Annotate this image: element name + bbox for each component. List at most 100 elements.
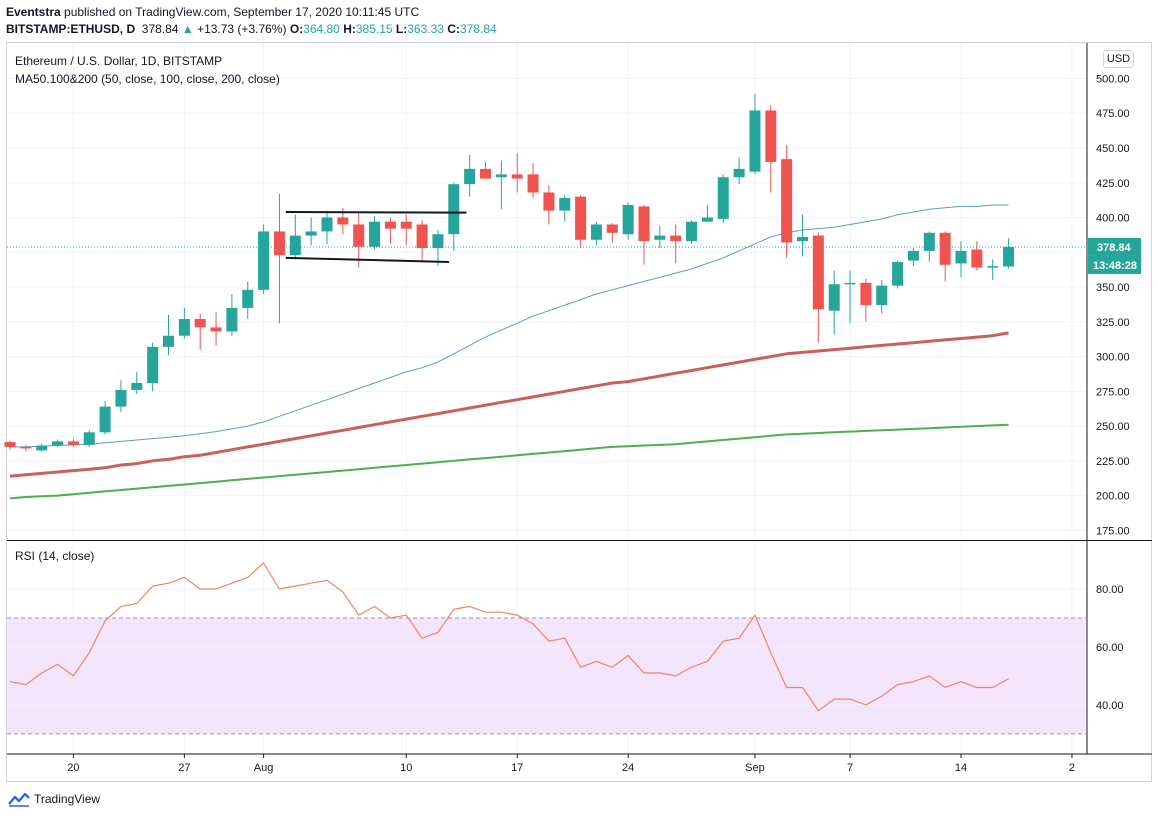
trendline-lower — [285, 256, 450, 264]
price-axis-label: 500.00 — [1096, 73, 1130, 85]
countdown-tag — [1088, 255, 1141, 274]
candle-body — [686, 221, 698, 242]
candle-body — [147, 346, 159, 383]
candle-body — [781, 159, 793, 243]
time-axis-label: 27 — [178, 762, 190, 774]
candle-body — [289, 235, 301, 256]
symbol-title[interactable]: Ethereum / U.S. Dollar, 1D, BITSTAMP — [15, 54, 223, 68]
ma50-line — [10, 204, 1009, 448]
time-axis-label: 20 — [67, 762, 79, 774]
low-value: 363.33 — [407, 22, 444, 36]
price-axis-label: 450.00 — [1096, 143, 1130, 155]
candle-body — [258, 231, 270, 290]
candle-body — [416, 224, 428, 249]
price-change: +13.73 (+3.76%) — [197, 22, 287, 36]
ma200-line — [9, 423, 1009, 500]
price-axis-label: 475.00 — [1096, 108, 1130, 120]
close-label: C: — [447, 22, 460, 36]
time-axis-label: Aug — [254, 762, 274, 774]
candle-body — [939, 232, 951, 265]
candle-body — [733, 168, 745, 178]
footer-brand[interactable]: TradingView — [7, 790, 100, 808]
footer-brand-label: TradingView — [34, 792, 101, 806]
chart-legend: Ethereum / U.S. Dollar, 1D, BITSTAMP MA5… — [15, 52, 280, 88]
candle-body — [20, 446, 32, 449]
high-value: 385.15 — [355, 22, 393, 36]
candle-body — [400, 221, 412, 229]
price-axis-label: 275.00 — [1096, 386, 1130, 398]
publisher-name[interactable]: Eventstra — [6, 5, 61, 19]
time-axis-label: Sep — [745, 762, 765, 774]
candle-body — [638, 206, 650, 242]
candle-body — [353, 224, 365, 247]
currency-button[interactable]: USD — [1103, 50, 1134, 68]
candle-body — [876, 285, 888, 306]
candle-body — [131, 382, 143, 390]
time-axis-label: 2 — [1069, 762, 1075, 774]
candle-body — [892, 262, 904, 286]
rsi-legend[interactable]: RSI (14, close) — [15, 549, 95, 563]
chart-frame — [6, 42, 1152, 782]
candle-body — [36, 445, 48, 451]
ma-legend[interactable]: MA50.100&200 (50, close, 100, close, 200… — [15, 72, 280, 86]
candle-body — [511, 174, 523, 179]
candle-body — [115, 389, 127, 407]
price-axis-label: 200.00 — [1096, 491, 1130, 503]
countdown-label: 13:48:28 — [1093, 260, 1137, 272]
candle-body — [242, 289, 254, 308]
candle-body — [860, 282, 872, 306]
time-axis-label: 7 — [847, 762, 853, 774]
price-tag — [1088, 237, 1141, 256]
open-value: 364.80 — [303, 22, 340, 36]
candle-body — [480, 168, 491, 179]
time-axis-label: 17 — [511, 762, 523, 774]
publish-header: Eventstra published on TradingView.com, … — [6, 4, 497, 38]
trendline-upper — [285, 210, 467, 214]
open-label: O: — [289, 22, 304, 36]
rsi-axis-label: 60.00 — [1096, 642, 1124, 654]
candle-body — [273, 231, 285, 256]
candle-body — [83, 432, 95, 445]
candle-body — [622, 205, 634, 235]
change-arrow-icon: ▲ — [181, 22, 194, 36]
publisher-line: Eventstra published on TradingView.com, … — [6, 4, 497, 21]
candle-body — [163, 335, 174, 347]
candle-body — [194, 319, 206, 328]
candle-body — [1003, 246, 1015, 267]
ohlc-line: BITSTAMP:ETHUSD, D 378.84 ▲ +13.73 (+3.7… — [6, 21, 497, 38]
candle-body — [305, 231, 317, 236]
candle-body — [559, 198, 571, 211]
candle-body — [923, 232, 935, 251]
candle-body — [749, 110, 761, 172]
rsi-axis-label: 40.00 — [1096, 700, 1124, 712]
low-label: L: — [395, 22, 408, 36]
time-axis-label: 24 — [622, 762, 634, 774]
candle-body — [828, 284, 840, 311]
candle-body — [4, 442, 16, 447]
tradingview-logo-icon — [8, 792, 30, 807]
candle-body — [654, 235, 666, 240]
price-axis-label: 175.00 — [1096, 525, 1130, 537]
close-value: 378.84 — [459, 22, 497, 36]
publish-info: published on TradingView.com, September … — [60, 5, 420, 19]
price-axis-label: 300.00 — [1096, 352, 1130, 364]
candle-body — [321, 217, 333, 232]
candle-body — [210, 327, 222, 332]
candle-body — [52, 441, 64, 446]
candle-body — [955, 250, 967, 264]
candle-body — [527, 174, 539, 193]
time-axis-label: 14 — [955, 762, 967, 774]
price-axis-label: 350.00 — [1096, 282, 1130, 294]
price-axis-label: 250.00 — [1096, 421, 1130, 433]
candle-body — [797, 236, 808, 242]
candle-body — [971, 249, 983, 268]
candle-body — [590, 224, 602, 240]
candle-body — [717, 177, 729, 219]
candle-body — [448, 184, 460, 235]
price-tag-label: 378.84 — [1097, 242, 1132, 254]
symbol-label: BITSTAMP:ETHUSD, D — [6, 22, 136, 36]
candle-body — [606, 224, 618, 233]
candle-body — [765, 110, 777, 162]
ma100-line — [9, 331, 1009, 478]
